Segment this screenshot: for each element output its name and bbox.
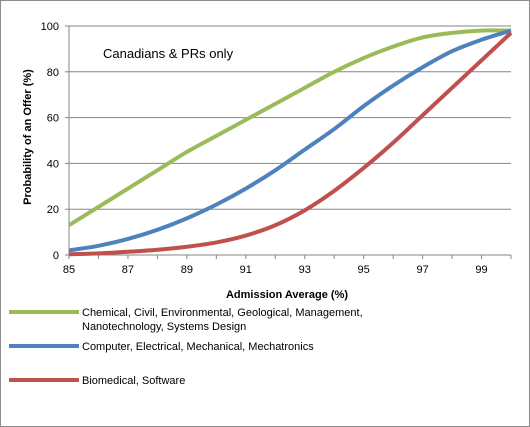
grid-lines bbox=[69, 25, 511, 210]
x-tick-label: 89 bbox=[181, 264, 193, 276]
series-line-3 bbox=[68, 31, 513, 257]
y-tick-label: 60 bbox=[47, 113, 59, 125]
x-tick-label: 99 bbox=[475, 264, 487, 276]
legend-label-1: Chemical, Civil, Environmental, Geologic… bbox=[82, 307, 363, 333]
x-tick-label: 97 bbox=[416, 264, 428, 276]
y-tick-label: 40 bbox=[47, 158, 59, 170]
series-lines bbox=[67, 28, 513, 257]
y-axis-title: Probability of an Offer (%) bbox=[22, 69, 34, 205]
x-tick-label: 95 bbox=[358, 264, 370, 276]
series-line-1 bbox=[67, 28, 512, 227]
x-tick-label: 93 bbox=[299, 264, 311, 276]
axes bbox=[65, 25, 512, 259]
y-tick-label: 100 bbox=[41, 21, 59, 33]
x-tick-labels: 85 87 89 91 93 95 97 99 bbox=[63, 264, 488, 276]
legend-label-3: Biomedical, Software bbox=[82, 375, 185, 387]
y-tick-label: 0 bbox=[53, 250, 59, 262]
x-tick-label: 85 bbox=[63, 264, 75, 276]
chart-annotation: Canadians & PRs only bbox=[103, 46, 234, 61]
x-axis-title: Admission Average (%) bbox=[226, 289, 348, 301]
series-line-2 bbox=[68, 28, 512, 253]
y-tick-label: 20 bbox=[47, 204, 59, 216]
x-tick-label: 87 bbox=[122, 264, 134, 276]
y-tick-labels: 0 20 40 60 80 100 bbox=[41, 21, 59, 262]
legend-label-2: Computer, Electrical, Mechanical, Mechat… bbox=[82, 341, 314, 353]
x-tick-label: 91 bbox=[240, 264, 252, 276]
legend: Chemical, Civil, Environmental, Geologic… bbox=[9, 307, 363, 387]
y-tick-label: 80 bbox=[47, 67, 59, 79]
